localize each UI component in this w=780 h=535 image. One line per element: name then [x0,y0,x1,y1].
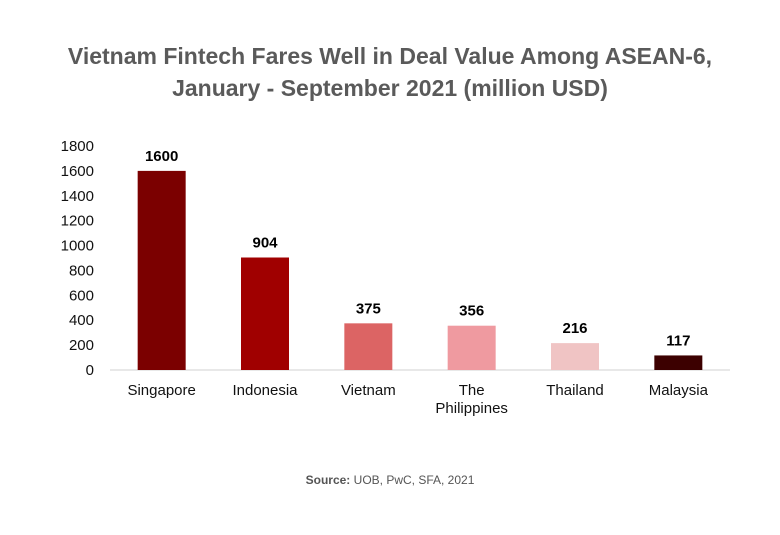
bar-value-label: 904 [252,235,278,252]
bars [137,170,703,370]
bar-value-label: 1600 [145,148,178,165]
y-tick-label: 1000 [61,238,94,255]
y-tick-label: 600 [69,287,94,304]
chart-title-line-2: January - September 2021 (million USD) [172,75,608,101]
chart-title: Vietnam Fintech Fares Well in Deal Value… [0,40,780,104]
y-axis: 0 200 400 600 800 1000 1200 1400 1600 1800 [61,138,94,379]
category-label: Malaysia [649,382,709,399]
y-tick-label: 1400 [61,188,94,205]
category-label: Indonesia [232,382,298,399]
bar [344,323,393,370]
category-labels: Singapore Indonesia Vietnam The Philippines T… [127,382,708,417]
y-tick-label: 0 [86,362,94,379]
bar [241,257,289,370]
y-tick-label: 200 [69,337,94,354]
y-tick-label: 800 [69,262,94,279]
bar-value-label: 117 [666,332,690,349]
bar-value-label: 375 [356,300,381,317]
category-label: Singapore [127,382,195,399]
category-label: Thailand [546,382,604,399]
bar [551,343,599,370]
source-text: UOB, PwC, SFA, 2021 [350,473,475,487]
y-tick-label: 1200 [61,213,94,230]
value-labels: 1600 904 375 356 216 117 [145,148,690,350]
category-label: Vietnam [341,382,396,399]
source-note: Source: UOB, PwC, SFA, 2021 [0,473,780,487]
bar [654,355,703,370]
bar-value-label: 356 [459,303,484,320]
bar [447,325,496,370]
chart-title-line-1: Vietnam Fintech Fares Well in Deal Value… [67,43,713,69]
bar [137,170,186,370]
category-label: The Philippines [435,382,508,417]
y-tick-label: 1600 [61,163,94,180]
bar-value-label: 216 [562,320,587,337]
y-tick-label: 400 [69,312,94,329]
source-label: Source: [305,473,351,487]
y-tick-label: 1800 [61,138,94,155]
